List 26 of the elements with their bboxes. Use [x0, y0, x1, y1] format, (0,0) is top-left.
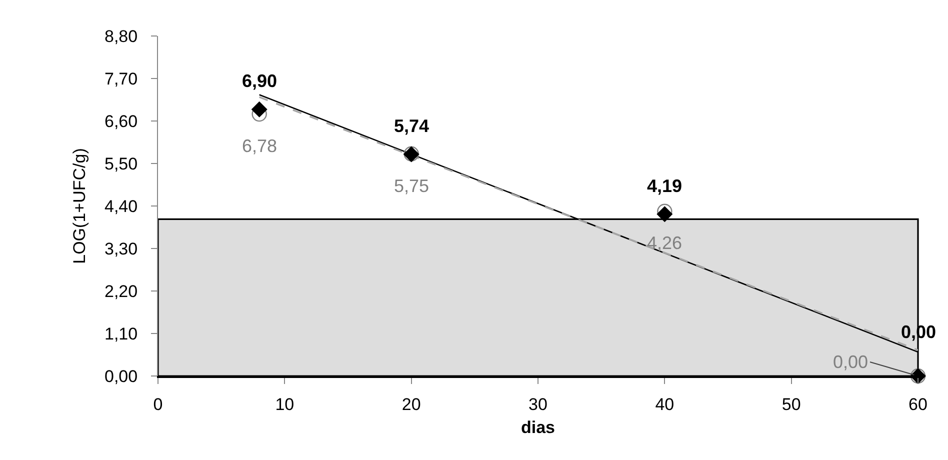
y-axis-title: LOG(1+UFC/g): [70, 148, 90, 264]
point: [252, 102, 268, 118]
y-tick-label: 7,70: [104, 69, 138, 88]
x-tick-label: 50: [782, 395, 801, 414]
y-tick-label: 6,60: [104, 112, 138, 131]
y-tick-label: 3,30: [104, 239, 138, 258]
data-label: 6,90: [242, 71, 278, 91]
y-tick-label: 4,40: [104, 196, 138, 216]
y-tick-label: 2,20: [104, 282, 138, 301]
x-tick-label: 40: [655, 395, 674, 414]
y-tick-label: 5,50: [104, 154, 138, 174]
data-label: 6,78: [242, 136, 278, 156]
x-tick-label: 60: [908, 395, 928, 414]
x-tick-label: 0: [153, 395, 163, 414]
x-axis-title: dias: [520, 418, 556, 438]
x-tick-label: 20: [402, 395, 421, 414]
data-label: 0,00: [833, 352, 868, 372]
y-tick-label: 1,10: [104, 324, 138, 344]
data-label: 5,75: [394, 176, 430, 196]
x-tick-label: 10: [275, 395, 294, 414]
data-label: 5,74: [394, 116, 430, 136]
y-tick-label: 8,80: [104, 26, 138, 46]
y-tick-label: 0,00: [104, 366, 138, 386]
data-label: 4,26: [647, 233, 682, 253]
x-tick-label: 30: [528, 395, 548, 414]
data-label: 4,19: [647, 176, 682, 196]
